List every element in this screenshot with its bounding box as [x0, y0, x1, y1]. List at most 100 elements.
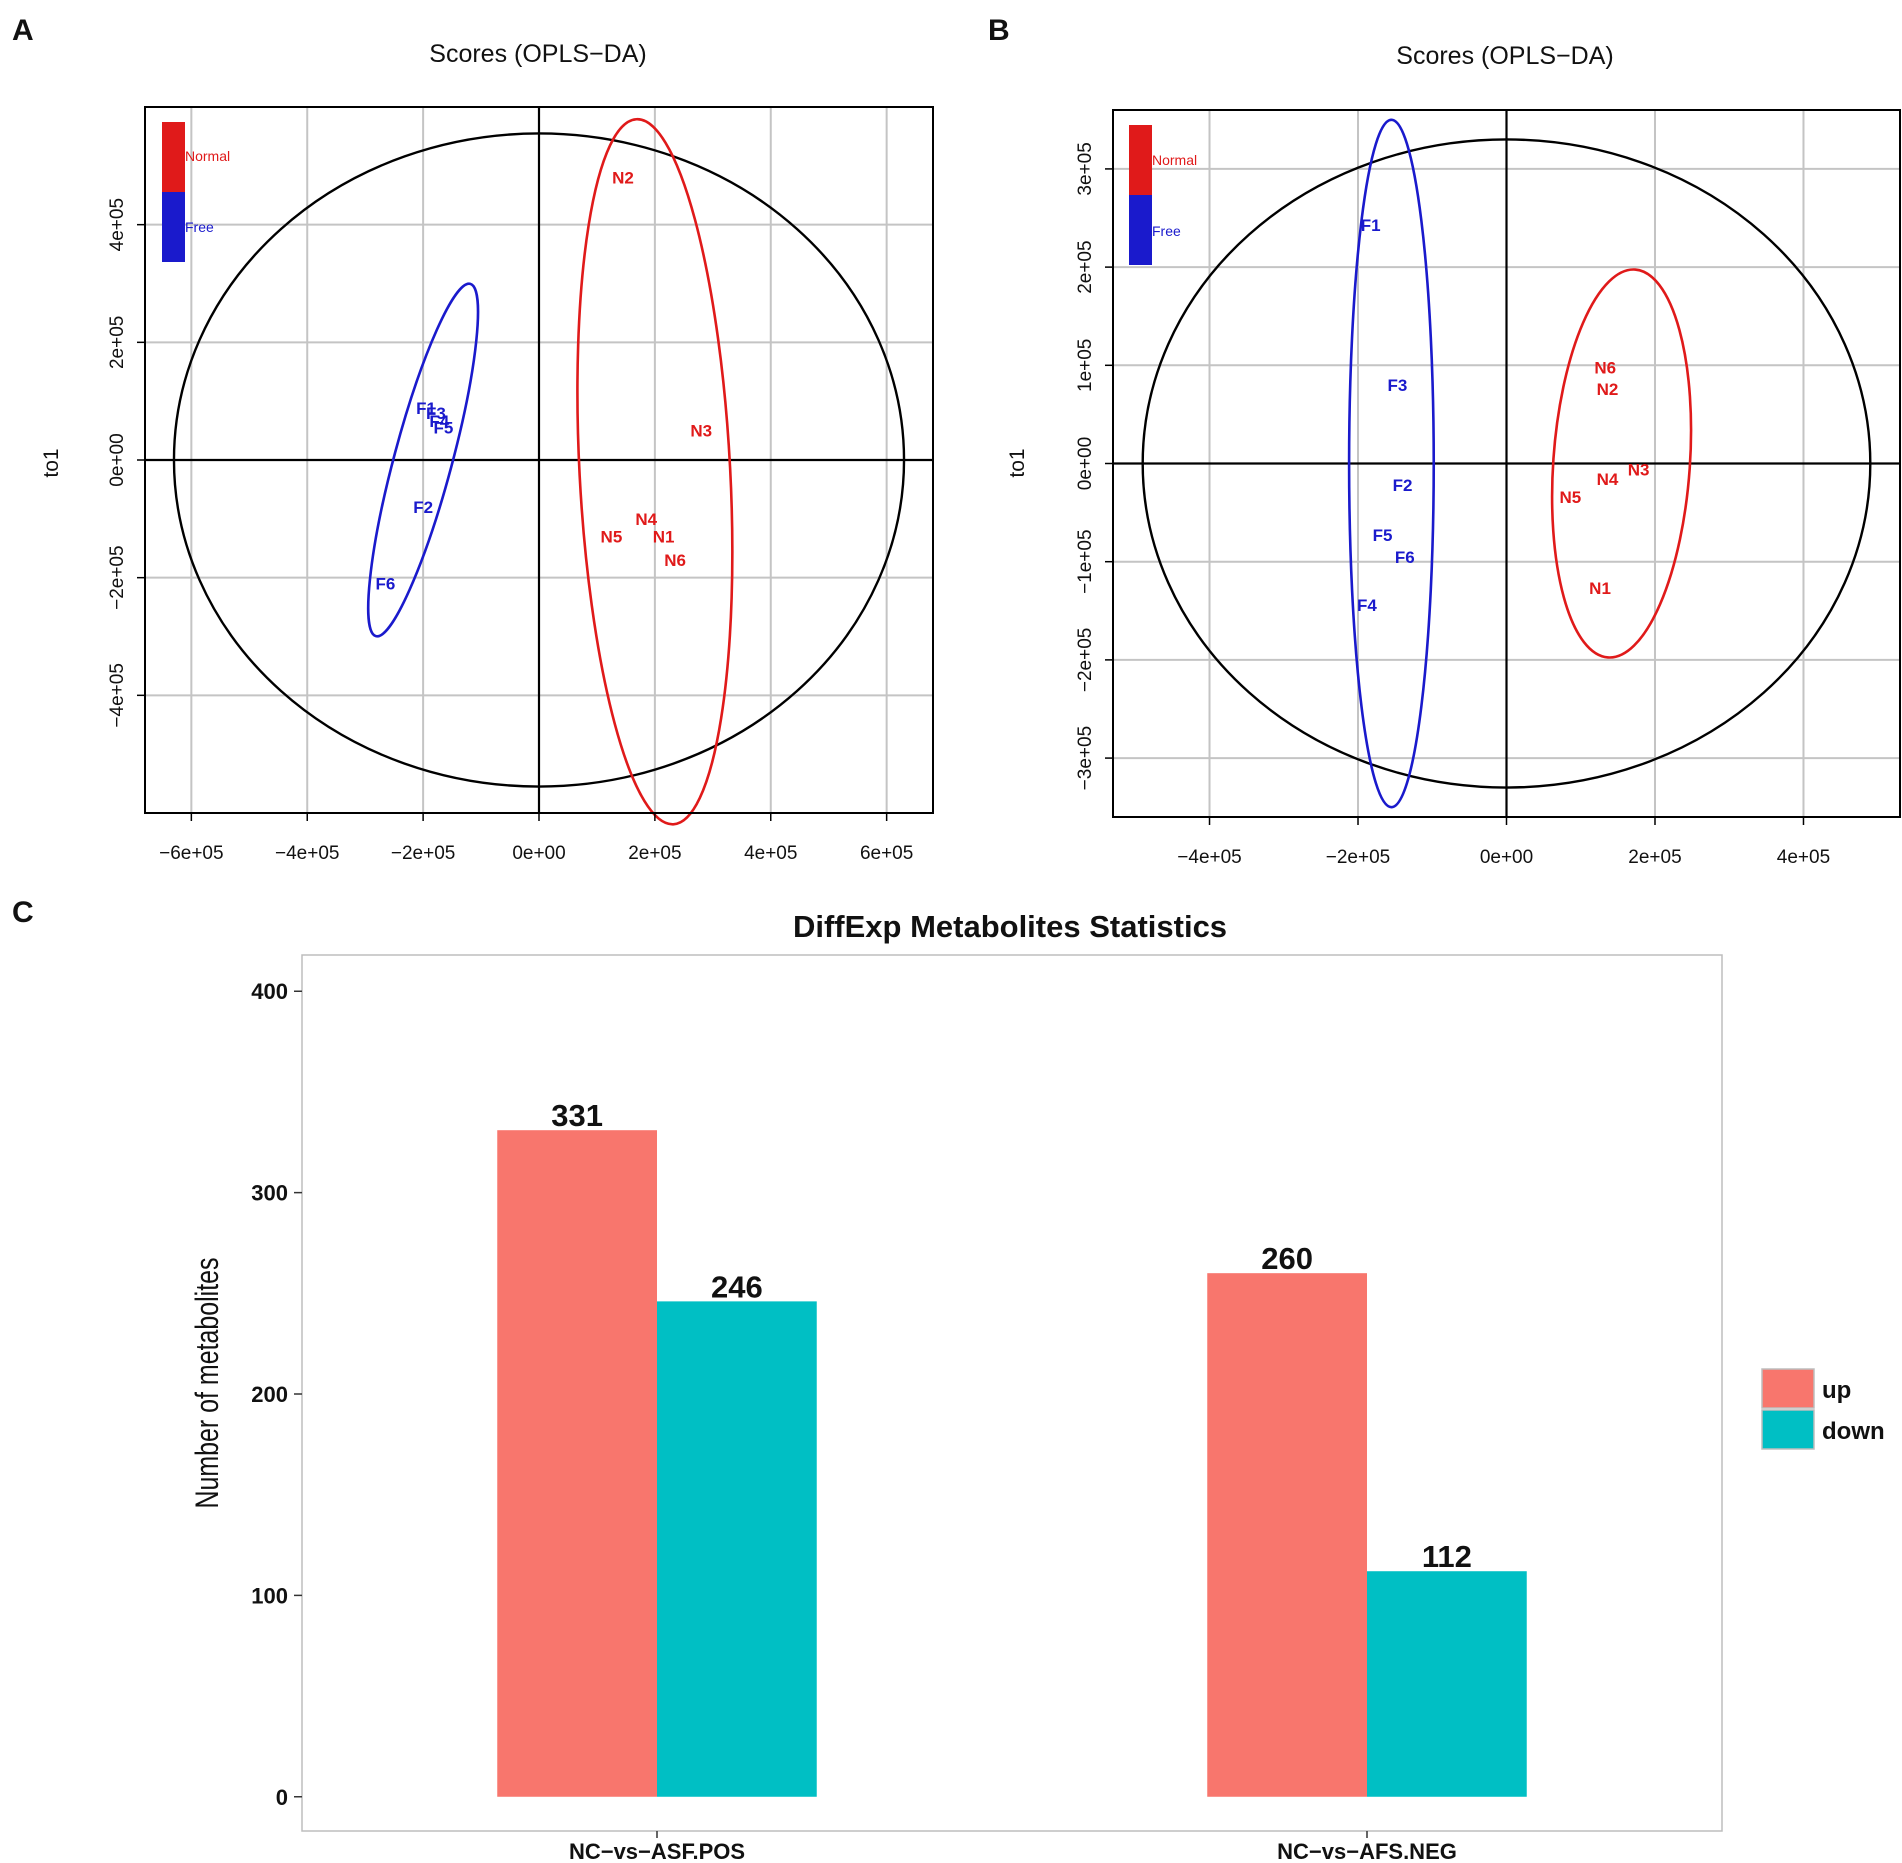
legend-b: Normal Free: [1129, 125, 1197, 265]
legend-label-down: down: [1822, 1418, 1885, 1445]
y-tick-label: −3e+05: [1075, 726, 1096, 790]
group-ellipse-normal: [576, 117, 734, 826]
y-ticks-b: −3e+05 −2e+05 −1e+05 0e+00 1e+05 2e+05 3e+05: [1075, 142, 1113, 790]
sample-label-n1: N1: [653, 527, 675, 546]
bar-y-tick-label: 300: [251, 1181, 288, 1206]
y-tick-label: 0e+00: [1075, 437, 1096, 490]
bar-plot-frame: [301, 954, 1723, 1832]
sample-label-f2: F2: [413, 498, 433, 517]
bar-chart-c: DiffExp Metabolites Statistics Number of…: [190, 909, 1885, 1863]
bar-x-tick-label: NC−vs−ASF.POS: [569, 1839, 745, 1863]
bar-y-axis-label: Number of metabolites: [190, 1257, 226, 1508]
y-tick-label: 0e+00: [107, 433, 128, 486]
hotelling-t2-ellipse: [1141, 138, 1872, 789]
sample-label-f5: F5: [1373, 526, 1393, 545]
scores-title-a: Scores (OPLS−DA): [429, 40, 646, 68]
sample-label-f3: F3: [1387, 376, 1407, 395]
sample-label-f4: F4: [1357, 596, 1377, 615]
x-tick-label: 0e+00: [512, 843, 565, 864]
y-tick-label: −2e+05: [107, 545, 128, 609]
panel-letter-b: B: [988, 14, 1010, 47]
y-tick-label: 1e+05: [1075, 339, 1096, 392]
ellipses-a: [172, 117, 906, 826]
legend-label-up: up: [1822, 1377, 1851, 1404]
x-tick-label: 0e+00: [1480, 847, 1533, 868]
sample-label-f6: F6: [376, 575, 396, 594]
sample-label-f1: F1: [1361, 216, 1381, 235]
x-tick-label: −2e+05: [1326, 847, 1390, 868]
legend-label-normal-b: Normal: [1152, 152, 1197, 168]
sample-label-f5: F5: [433, 419, 453, 438]
sample-label-n6: N6: [664, 551, 686, 570]
bar-y-tick-label: 200: [251, 1382, 288, 1407]
bar-value-label: 246: [711, 1269, 763, 1304]
bar-x-ticks: NC−vs−ASF.POS NC−vs−AFS.NEG: [569, 1831, 1457, 1863]
sample-label-n4: N4: [635, 510, 657, 529]
bar-y-tick-label: 0: [276, 1785, 288, 1810]
legend-label-free-a: Free: [185, 219, 214, 235]
legend-swatch-normal-a: [162, 122, 185, 192]
zero-axes-b: [1113, 110, 1900, 817]
sample-label-n3: N3: [690, 422, 712, 441]
bar-value-label: 260: [1261, 1241, 1313, 1276]
legend-swatch-normal-b: [1129, 125, 1152, 195]
bar-up-0: [497, 1130, 657, 1797]
legend-swatch-up: [1761, 1368, 1815, 1409]
group-ellipse-free: [1347, 118, 1436, 809]
y-ticks-a: −4e+05 −2e+05 0e+00 2e+05 4e+05: [107, 198, 145, 728]
x-tick-label: 4e+05: [1777, 847, 1830, 868]
sample-label-f2: F2: [1393, 476, 1413, 495]
ellipses-b: [1141, 118, 1872, 809]
zero-axes-a: [145, 107, 933, 813]
sample-label-n2: N2: [1597, 380, 1619, 399]
y-tick-label: −4e+05: [107, 663, 128, 727]
hotelling-t2-ellipse: [172, 132, 906, 788]
x-tick-label: 2e+05: [628, 843, 681, 864]
legend-a: Normal Free: [162, 122, 230, 262]
sample-label-n1: N1: [1589, 579, 1611, 598]
bar-y-ticks: 0 100 200 300 400: [251, 979, 302, 1810]
group-ellipse-normal: [1550, 268, 1693, 659]
bar-up-1: [1207, 1273, 1367, 1797]
y-tick-label: 2e+05: [1075, 240, 1096, 293]
y-tick-label: 4e+05: [107, 198, 128, 251]
sample-label-f6: F6: [1395, 548, 1415, 567]
x-tick-label: 6e+05: [860, 843, 913, 864]
sample-label-f4: F4: [429, 412, 449, 431]
sample-label-f3: F3: [426, 404, 446, 423]
x-tick-label: −4e+05: [1177, 847, 1241, 868]
y-tick-label: −2e+05: [1075, 628, 1096, 692]
legend-label-normal-a: Normal: [185, 148, 230, 164]
sample-label-n4: N4: [1597, 470, 1619, 489]
bar-y-tick-label: 400: [251, 979, 288, 1004]
bar-down-1: [1367, 1571, 1527, 1797]
sample-label-n5: N5: [1559, 488, 1581, 507]
group-ellipse-free: [366, 282, 480, 638]
legend-swatch-free-a: [162, 192, 185, 262]
bar-value-label: 112: [1422, 1539, 1472, 1574]
bar-down-0: [657, 1301, 817, 1797]
y-tick-label: 3e+05: [1075, 142, 1096, 195]
bars: [497, 1130, 1527, 1797]
x-ticks-b: −4e+05 −2e+05 0e+00 2e+05 4e+05: [1177, 817, 1830, 868]
panel-letter-a: A: [12, 14, 34, 47]
y-axis-label-a: to1: [40, 448, 63, 477]
x-tick-label: −6e+05: [159, 843, 223, 864]
legend-swatch-down: [1761, 1409, 1815, 1450]
x-tick-label: 2e+05: [1628, 847, 1681, 868]
x-tick-label: 4e+05: [744, 843, 797, 864]
y-tick-label: 2e+05: [107, 316, 128, 369]
x-tick-label: −2e+05: [391, 843, 455, 864]
bar-x-tick-label: NC−vs−AFS.NEG: [1277, 1839, 1457, 1863]
bar-chart-title: DiffExp Metabolites Statistics: [793, 909, 1227, 944]
sample-label-n5: N5: [601, 527, 623, 546]
bar-legend: up down: [1761, 1368, 1885, 1450]
bar-value-label: 331: [551, 1098, 603, 1133]
sample-label-n6: N6: [1594, 358, 1616, 377]
bar-y-tick-label: 100: [251, 1583, 288, 1608]
